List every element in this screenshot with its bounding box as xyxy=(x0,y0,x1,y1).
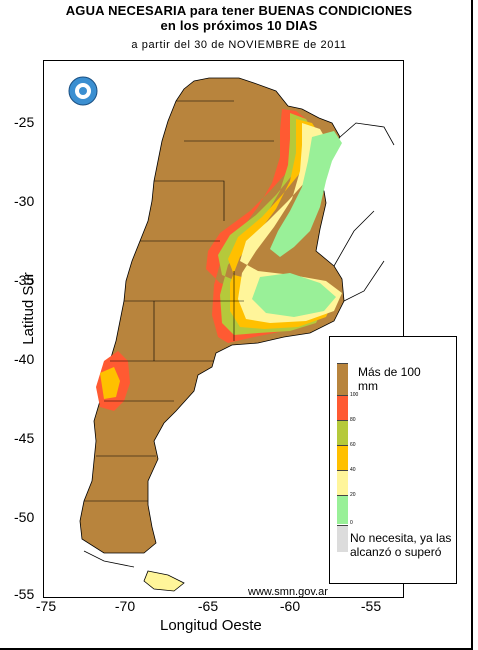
contour-0-20-ne xyxy=(252,131,342,317)
y-axis-title: Latitud Sur xyxy=(19,272,37,345)
map-title: AGUA NECESARIA para tener BUENAS CONDICI… xyxy=(65,3,413,18)
legend-swatch-gt100 xyxy=(337,363,348,396)
legend: 100 80 60 40 20 0 Más de 100 mm No neces… xyxy=(329,336,457,584)
credit-text: www.smn.gov.ar xyxy=(248,586,328,598)
ytick-label: -35 xyxy=(14,272,35,288)
contour-80-100-ne xyxy=(206,109,312,343)
neighbor-borders xyxy=(83,122,395,568)
xtick-label: -60 xyxy=(279,598,301,614)
province-borders xyxy=(84,100,274,502)
legend-swatch-20-40 xyxy=(337,470,348,496)
map-frame xyxy=(43,60,404,598)
tierra-del-fuego xyxy=(143,570,185,592)
map-date: a partir del 30 de NOVIEMBRE de 2011 xyxy=(131,39,347,51)
legend-swatch-80-100 xyxy=(337,395,348,421)
legend-swatch-40-60 xyxy=(337,445,348,471)
ytick-label: -30 xyxy=(14,193,35,209)
right-border xyxy=(471,0,473,650)
legend-swatch-0-20 xyxy=(337,495,348,524)
legend-swatch-60-80 xyxy=(337,420,348,446)
contour-20-40-ne xyxy=(238,123,342,323)
legend-tick: 100 xyxy=(350,392,359,398)
xtick-label: -75 xyxy=(35,598,57,614)
legend-bottom-label: No necesita, ya las alcanzó o superó xyxy=(350,531,452,559)
ytick-label: -45 xyxy=(14,430,35,446)
x-axis-title: Longitud Oeste xyxy=(160,617,262,634)
smn-logo xyxy=(68,76,98,106)
xtick-label: -55 xyxy=(360,598,382,614)
bottom-border xyxy=(0,648,473,650)
xtick-label: -65 xyxy=(197,598,219,614)
legend-tick: 80 xyxy=(350,417,356,423)
map-canvas xyxy=(68,76,395,592)
legend-tick: 40 xyxy=(350,467,356,473)
ytick-label: -50 xyxy=(14,509,35,525)
legend-tick: 60 xyxy=(350,442,356,448)
map-subtitle: en los próximos 10 DIAS xyxy=(160,18,318,33)
legend-tick: 20 xyxy=(350,492,356,498)
xtick-label: -70 xyxy=(114,598,136,614)
ytick-label: -55 xyxy=(14,586,35,602)
legend-swatch-none xyxy=(337,525,348,552)
ytick-label: -25 xyxy=(14,114,35,130)
contour-west-inner xyxy=(100,367,120,399)
legend-top-label: Más de 100 mm xyxy=(358,365,421,393)
ytick-label: -40 xyxy=(14,351,35,367)
legend-tick: 0 xyxy=(350,520,353,526)
